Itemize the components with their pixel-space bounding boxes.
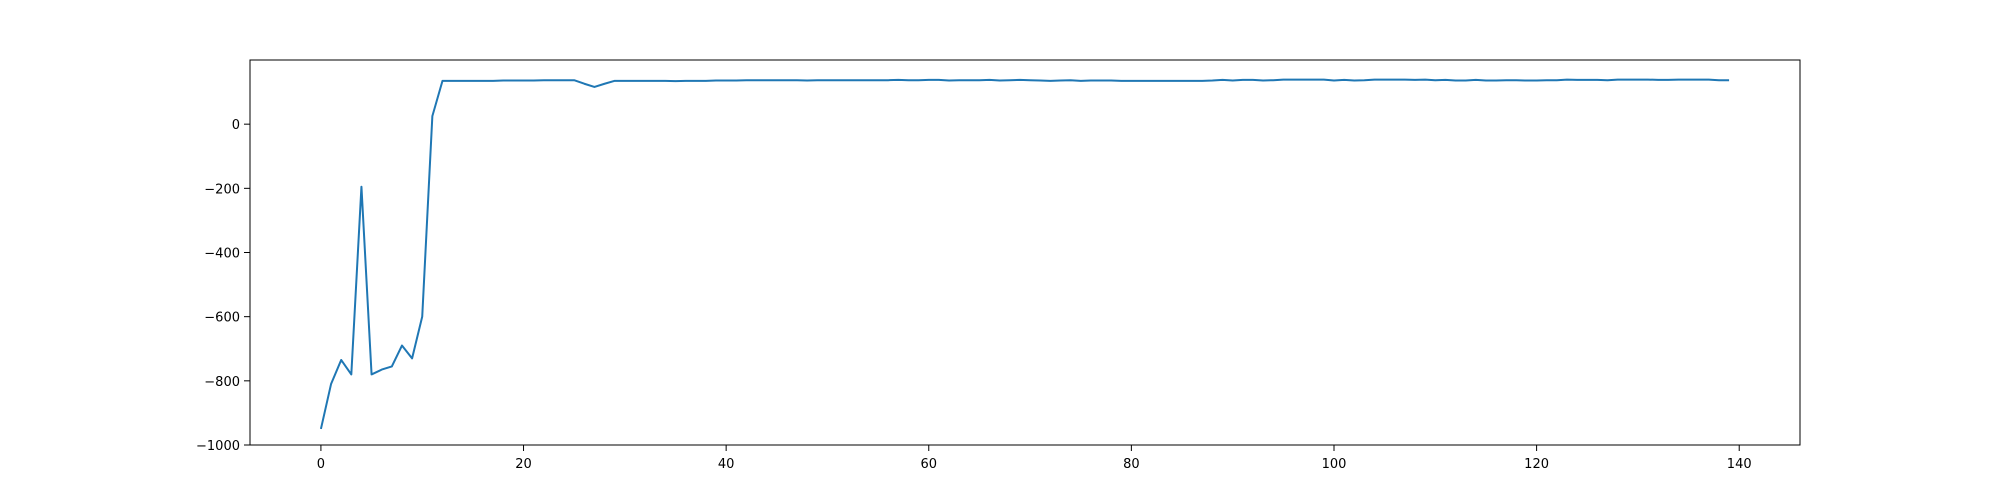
- series-layer: [319, 78, 1730, 430]
- y-tick-label: −200: [204, 182, 240, 197]
- x-tick-label: 80: [1123, 457, 1140, 472]
- axes-frame: [249, 59, 1801, 446]
- x-tick-label: 0: [317, 457, 325, 472]
- x-tick-label: 40: [718, 457, 735, 472]
- y-tick-label: −600: [204, 311, 240, 326]
- x-tick-label: 120: [1524, 457, 1549, 472]
- x-tick-label: 100: [1322, 457, 1347, 472]
- x-axis: 0 20 40 60 80 100 120 140: [317, 445, 1752, 472]
- x-tick-label: 140: [1727, 457, 1752, 472]
- y-tick-label: 0: [232, 118, 240, 133]
- x-tick-label: 60: [920, 457, 937, 472]
- x-tick-label: 20: [515, 457, 532, 472]
- y-tick-label: −400: [204, 247, 240, 262]
- y-tick-label: −800: [204, 375, 240, 390]
- series-line-0: [319, 78, 1730, 430]
- y-tick-label: −1000: [196, 439, 240, 454]
- y-axis: −1000 −800 −600 −400 −200 0: [196, 118, 250, 454]
